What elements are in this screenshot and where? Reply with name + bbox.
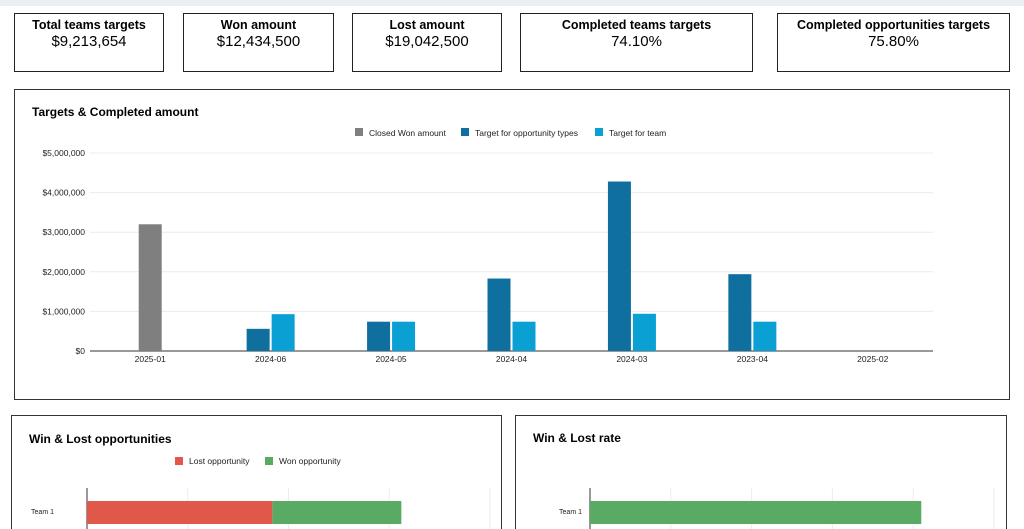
legend-swatch <box>175 457 183 465</box>
bar <box>512 321 536 351</box>
x-tick-label: 2024-05 <box>375 354 406 364</box>
x-tick-label: 2024-03 <box>616 354 647 364</box>
bar <box>590 501 922 524</box>
bar <box>272 501 402 524</box>
y-tick-label: $0 <box>76 346 86 356</box>
x-tick-label: 2024-04 <box>496 354 527 364</box>
y-tick-label: $5,000,000 <box>42 148 85 158</box>
legend-swatch <box>595 128 603 136</box>
bar <box>753 321 777 351</box>
top-strip <box>0 0 1024 6</box>
kpi-won-amount: Won amount $12,434,500 <box>183 13 334 72</box>
win-lost-rate-chart: Team 1 <box>559 488 995 529</box>
y-tick-label: $1,000,000 <box>42 306 85 316</box>
y-tick-label: $4,000,000 <box>42 188 85 198</box>
kpi-completed-teams-targets: Completed teams targets 74.10% <box>520 13 753 72</box>
y-tick-label: $3,000,000 <box>42 227 85 237</box>
bar <box>392 321 416 351</box>
x-tick-label: 2025-02 <box>857 354 888 364</box>
kpi-total-teams-targets: Total teams targets $9,213,654 <box>14 13 164 72</box>
win-lost-opportunities-panel: Win & Lost opportunities Lost opportunit… <box>11 415 502 529</box>
y-tick-label: Team 1 <box>559 509 582 516</box>
x-tick-label: 2025-01 <box>135 354 166 364</box>
kpi-value: $12,434,500 <box>216 33 301 50</box>
targets-completed-panel: Targets & Completed amount Closed Won am… <box>14 89 1010 400</box>
x-tick-label: 2024-06 <box>255 354 286 364</box>
bar <box>607 181 631 351</box>
bar <box>246 328 270 351</box>
legend-label: Lost opportunity <box>189 456 250 466</box>
legend-label: Target for team <box>609 128 666 138</box>
kpi-value: 75.80% <box>868 33 919 50</box>
targets-completed-chart: Closed Won amount Target for opportunity … <box>42 128 933 364</box>
y-tick-label: Team 1 <box>31 509 54 516</box>
legend-label: Target for opportunity types <box>475 128 578 138</box>
bar <box>271 314 295 351</box>
chart-title: Win & Lost rate <box>533 431 621 445</box>
bar <box>487 278 511 351</box>
win-lost-opportunities-chart: Lost opportunity Won opportunity Team 1 <box>31 456 491 529</box>
legend-label: Won opportunity <box>279 456 341 466</box>
chart-title: Win & Lost opportunities <box>29 432 172 446</box>
kpi-label: Completed teams targets <box>561 18 712 32</box>
win-lost-rate-panel: Win & Lost rate Team 1 <box>515 415 1007 529</box>
kpi-completed-opportunities-targets: Completed opportunities targets 75.80% <box>777 13 1010 72</box>
bar <box>138 224 162 351</box>
bar <box>632 313 656 351</box>
kpi-label: Completed opportunities targets <box>796 18 991 32</box>
legend-swatch <box>355 128 363 136</box>
y-tick-label: $2,000,000 <box>42 267 85 277</box>
x-tick-label: 2023-04 <box>737 354 768 364</box>
kpi-value: 74.10% <box>611 33 662 50</box>
bar <box>367 321 391 351</box>
legend-label: Closed Won amount <box>369 128 446 138</box>
kpi-value: $9,213,654 <box>51 33 127 50</box>
kpi-label: Won amount <box>220 18 297 32</box>
legend-swatch <box>461 128 469 136</box>
bar <box>728 274 752 351</box>
kpi-lost-amount: Lost amount $19,042,500 <box>352 13 502 72</box>
kpi-value: $19,042,500 <box>385 33 469 50</box>
legend-swatch <box>265 457 273 465</box>
kpi-label: Lost amount <box>389 18 465 32</box>
kpi-label: Total teams targets <box>32 18 146 32</box>
chart-title: Targets & Completed amount <box>32 105 199 119</box>
bar <box>87 501 273 524</box>
